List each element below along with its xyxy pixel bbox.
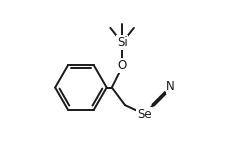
Text: N: N: [166, 80, 175, 93]
Text: O: O: [118, 59, 127, 72]
Text: Se: Se: [137, 108, 152, 120]
Text: Si: Si: [117, 36, 128, 49]
